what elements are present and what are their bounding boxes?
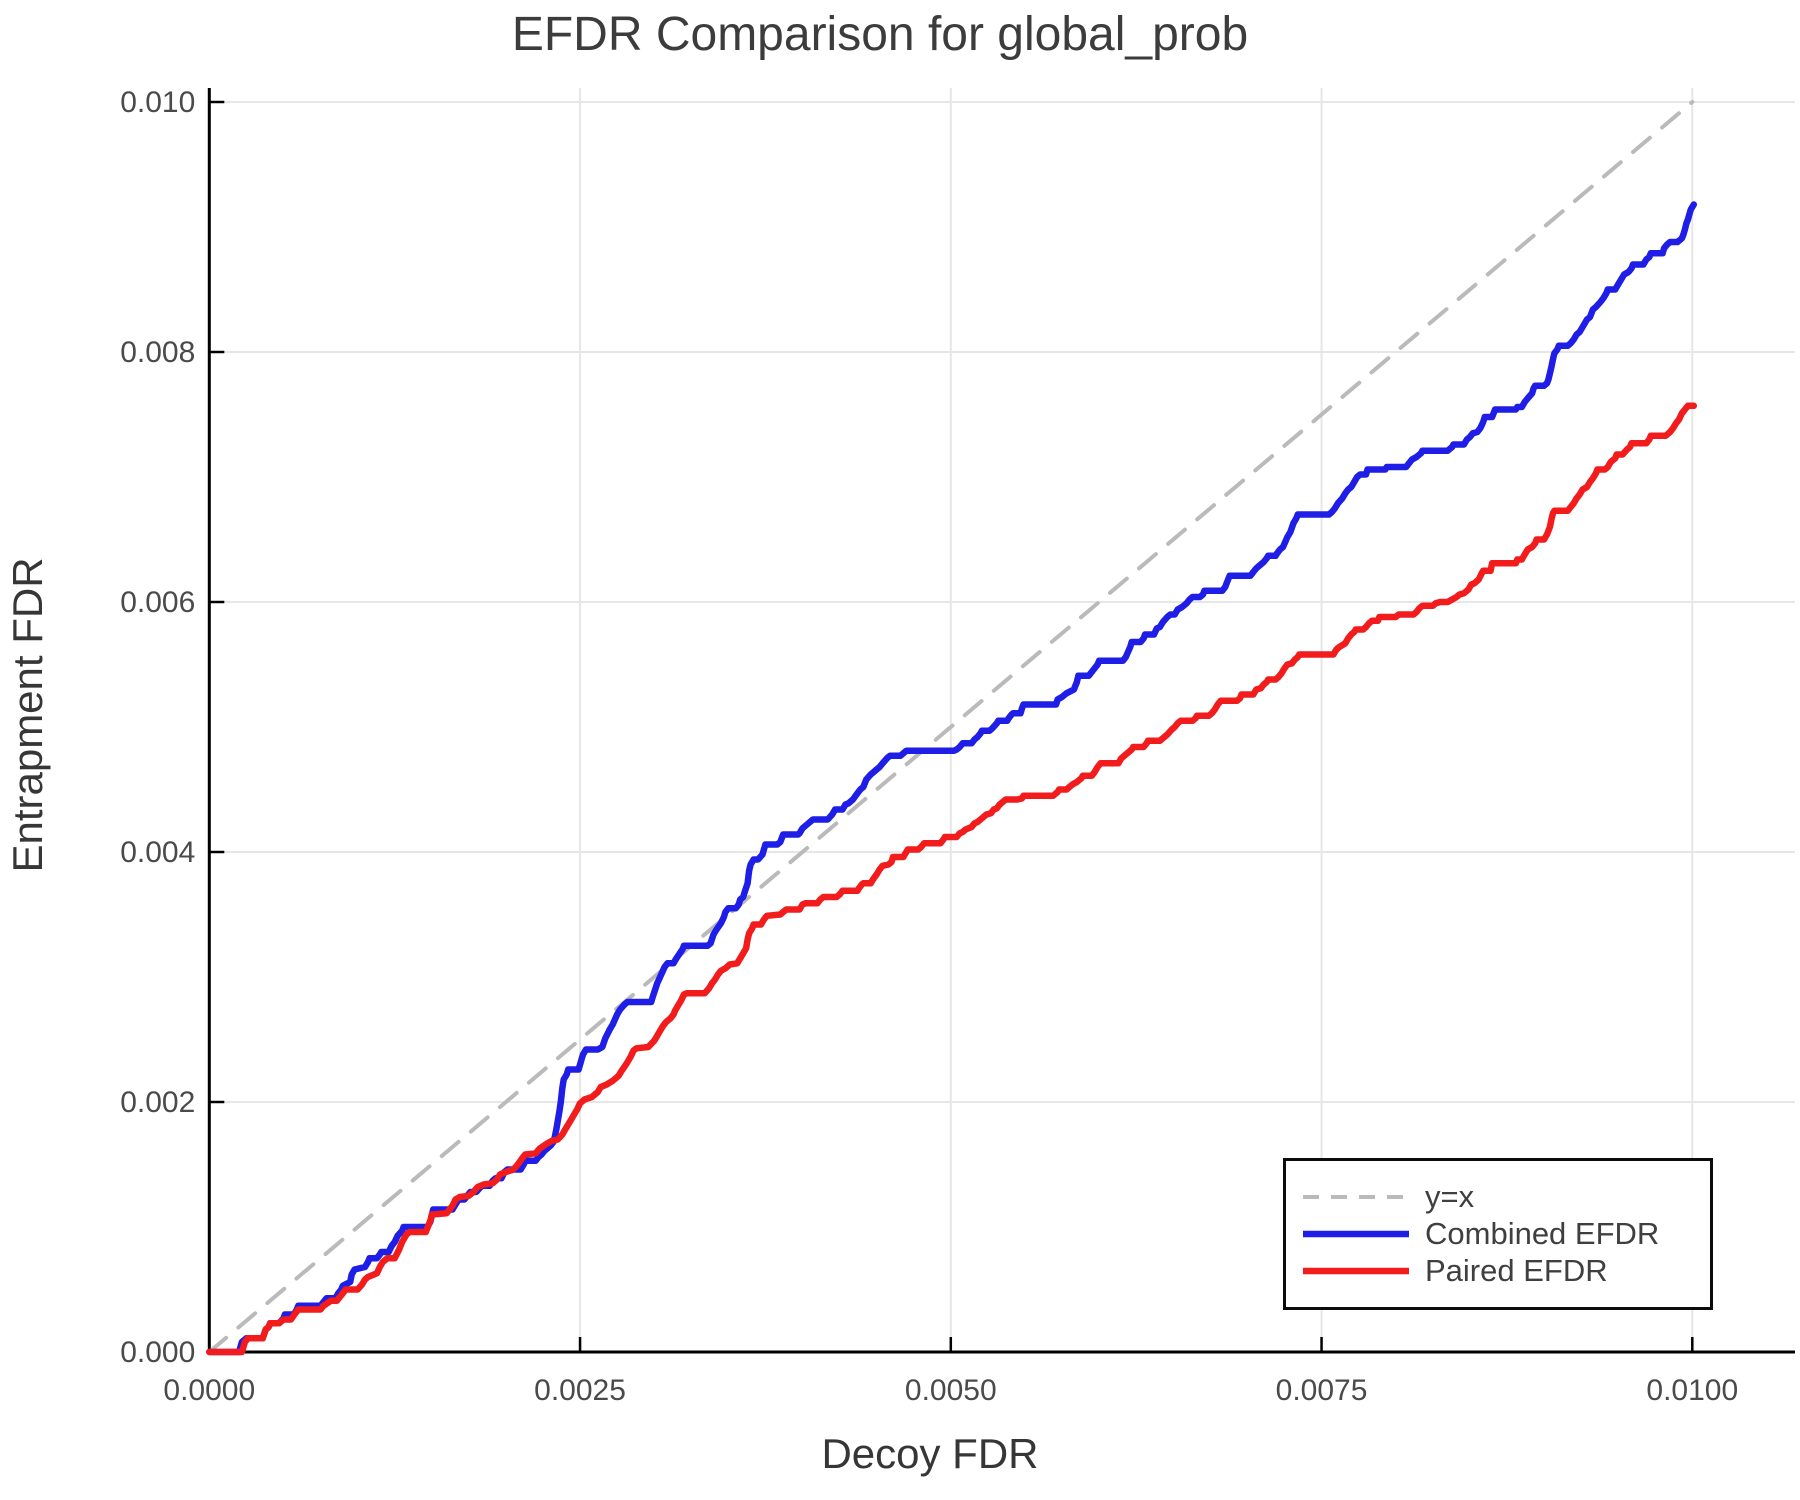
x-tick-label: 0.0025 bbox=[534, 1374, 626, 1407]
tick-labels: 0.0000 0.0025 0.0050 0.0075 0.0100 0.000 0.002… bbox=[120, 86, 1738, 1407]
y-tick-label: 0.006 bbox=[120, 586, 195, 619]
x-axis-label: Decoy FDR bbox=[821, 1430, 1038, 1477]
y-tick-label: 0.008 bbox=[120, 336, 195, 369]
x-tick-label: 0.0100 bbox=[1646, 1374, 1738, 1407]
legend-swatch-solid bbox=[1303, 1230, 1409, 1238]
y-tick-label: 0.010 bbox=[120, 86, 195, 119]
legend-swatch-solid bbox=[1303, 1267, 1409, 1275]
x-tick-label: 0.0050 bbox=[905, 1374, 997, 1407]
series-lines bbox=[206, 100, 1698, 1356]
legend-item-paired-efdr: Paired EFDR bbox=[1286, 1253, 1710, 1290]
y-axis-label: Entrapment FDR bbox=[4, 557, 51, 872]
legend-label: Combined EFDR bbox=[1425, 1216, 1660, 1251]
legend-label: y=x bbox=[1425, 1179, 1475, 1214]
series-line-paired-efdr bbox=[206, 402, 1698, 1356]
series-line-y-x bbox=[207, 100, 1695, 1354]
x-tick-label: 0.0075 bbox=[1276, 1374, 1368, 1407]
legend-item-y-x: y=x bbox=[1286, 1179, 1710, 1216]
gridlines bbox=[209, 88, 1795, 1352]
y-tick-label: 0.002 bbox=[120, 1086, 195, 1119]
legend-swatch-dashed bbox=[1303, 1195, 1409, 1199]
legend: y=x Combined EFDR Paired EFDR bbox=[1283, 1158, 1713, 1310]
y-tick-label: 0.000 bbox=[120, 1336, 195, 1369]
x-tick-label: 0.0000 bbox=[163, 1374, 255, 1407]
chart-title: EFDR Comparison for global_prob bbox=[512, 8, 1248, 61]
legend-label: Paired EFDR bbox=[1425, 1253, 1608, 1288]
y-tick-label: 0.004 bbox=[120, 836, 195, 869]
legend-item-combined-efdr: Combined EFDR bbox=[1286, 1216, 1710, 1253]
